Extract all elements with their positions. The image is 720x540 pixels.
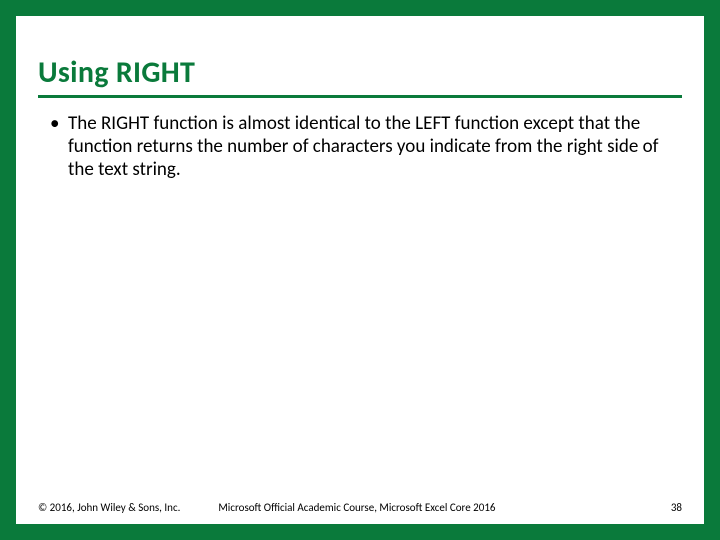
- slide-border: Using RIGHT The RIGHT function is almost…: [0, 0, 720, 540]
- slide-title: Using RIGHT: [38, 54, 682, 91]
- footer-course-name: Microsoft Official Academic Course, Micr…: [180, 501, 670, 514]
- footer-copyright: © 2016, John Wiley & Sons, Inc.: [38, 501, 180, 514]
- bullet-item: The RIGHT function is almost identical t…: [46, 112, 682, 182]
- footer-page-number: 38: [671, 501, 682, 514]
- slide-footer: © 2016, John Wiley & Sons, Inc. Microsof…: [16, 501, 704, 514]
- title-underline: [38, 95, 682, 98]
- bullet-list: The RIGHT function is almost identical t…: [38, 112, 682, 182]
- slide-content-area: Using RIGHT The RIGHT function is almost…: [16, 16, 704, 524]
